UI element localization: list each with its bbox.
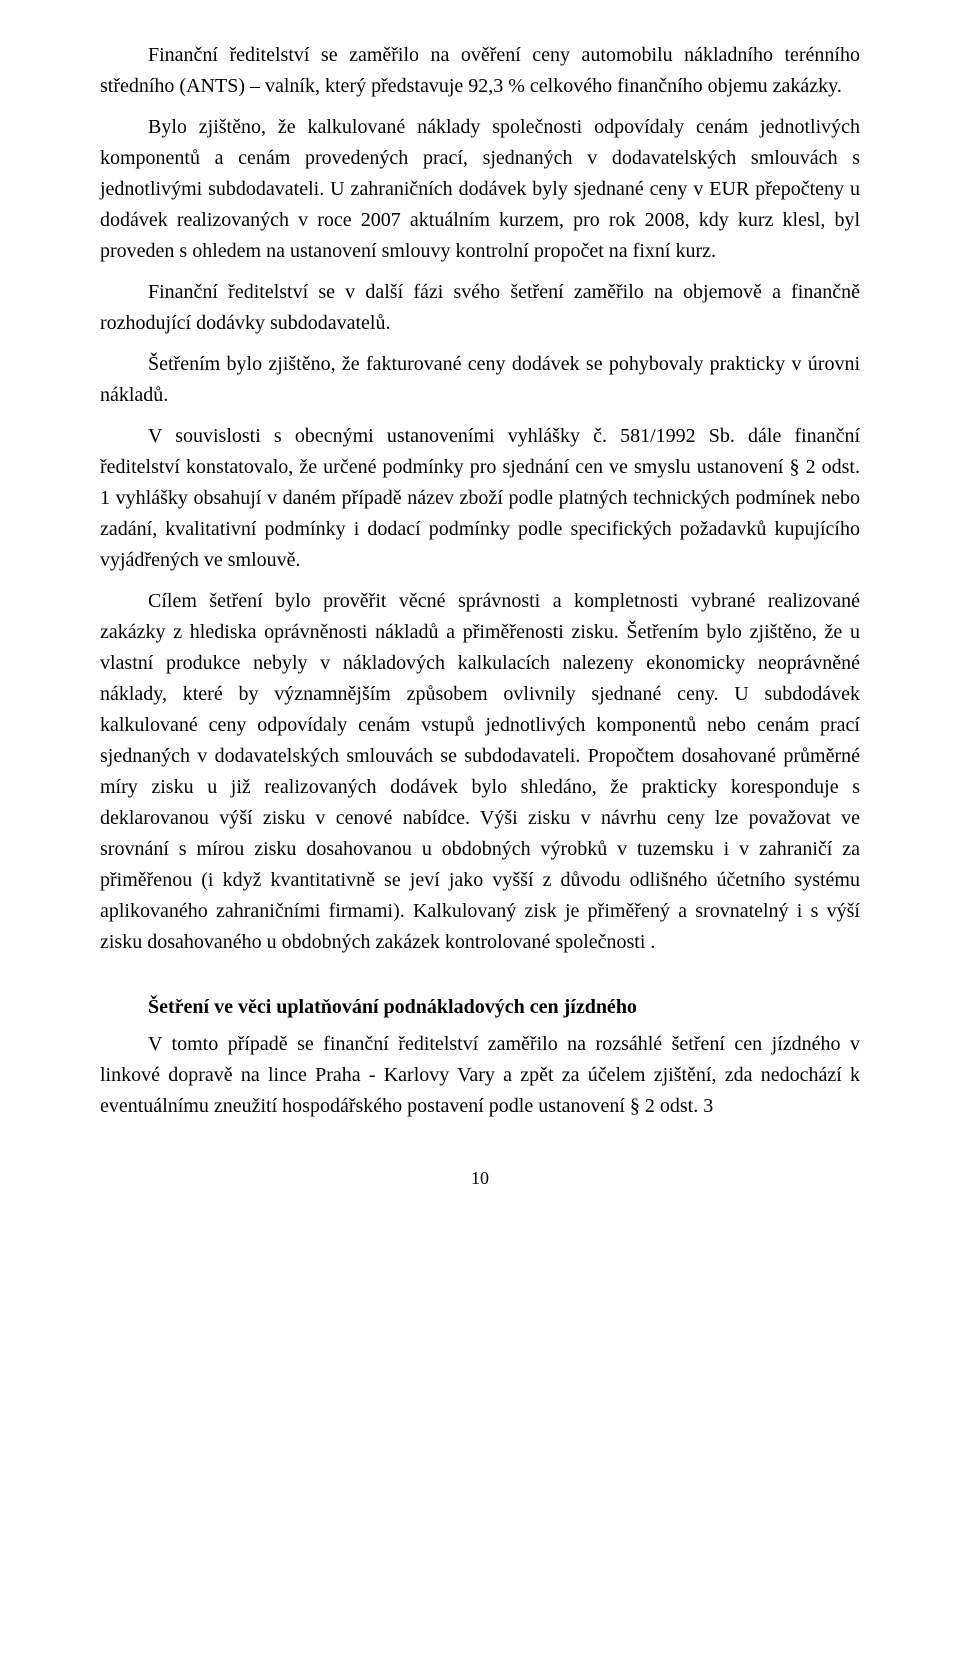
paragraph: Finanční ředitelství se zaměřilo na ověř…: [100, 40, 860, 102]
paragraph: Bylo zjištěno, že kalkulované náklady sp…: [100, 112, 860, 267]
paragraph: V souvislosti s obecnými ustanoveními vy…: [100, 421, 860, 576]
paragraph: Finanční ředitelství se v další fázi své…: [100, 277, 860, 339]
document-page: Finanční ředitelství se zaměřilo na ověř…: [0, 0, 960, 1229]
page-number: 10: [100, 1168, 860, 1189]
paragraph: Šetřením bylo zjištěno, že fakturované c…: [100, 349, 860, 411]
paragraph: V tomto případě se finanční ředitelství …: [100, 1029, 860, 1122]
paragraph: Cílem šetření bylo prověřit věcné správn…: [100, 586, 860, 958]
section-heading: Šetření ve věci uplatňování podnákladový…: [100, 996, 860, 1019]
